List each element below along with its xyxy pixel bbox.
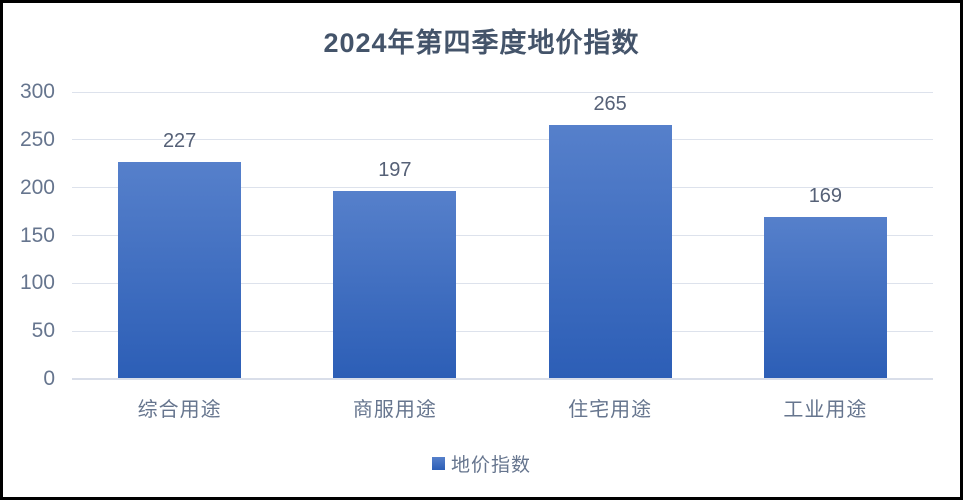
gridline [72,91,933,93]
bar [548,125,672,379]
bar-value-label: 265 [593,93,627,116]
y-axis-tick-label: 200 [19,175,55,199]
plot-area: 0 50 100 150 200 250 300 227 197 265 169 综合用途 商服用途… [20,80,933,421]
y-axis-tick-label: 250 [19,127,55,151]
y-axis-tick-label: 100 [19,271,55,295]
y-axis-tick-label: 0 [43,367,55,390]
y-axis-tick-label: 150 [19,223,55,247]
bar [333,190,457,379]
legend-label: 地价指数 [450,455,531,476]
gridline [72,235,933,236]
category-label: 工业用途 [783,399,868,421]
x-axis-line [72,378,933,380]
gridline [72,330,933,332]
bar [763,217,887,379]
category-label: 商服用途 [352,399,437,421]
gridline [72,282,933,284]
y-axis-tick-label: 50 [31,319,55,343]
bar-value-label: 169 [808,185,843,208]
bar [118,161,242,379]
category-label: 综合用途 [137,399,222,421]
chart-title: 2024年第四季度地价指数 [323,28,640,58]
gridline [72,187,933,189]
bar-value-label: 227 [162,129,197,152]
bar-value-label: 197 [378,158,412,181]
legend: 地价指数 [3,450,960,477]
legend-square-icon [431,457,445,470]
category-label: 住宅用途 [568,399,653,421]
gridline [72,139,933,141]
y-axis-tick-label: 300 [19,80,55,103]
